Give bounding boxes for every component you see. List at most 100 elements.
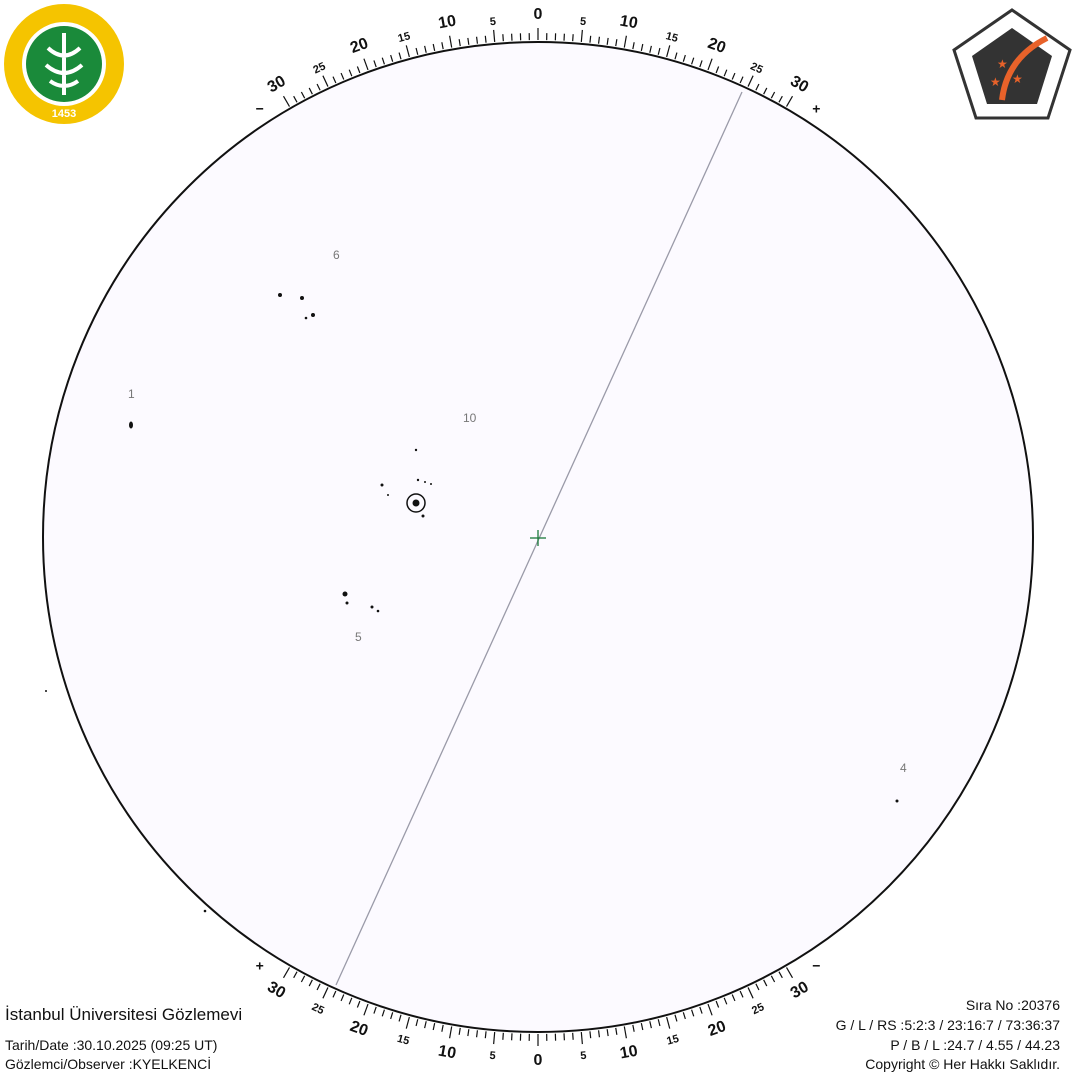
istanbul-university-logo: 1453 <box>4 4 124 124</box>
scale-tick <box>282 967 291 979</box>
scale-sign: + <box>812 100 820 116</box>
scale-tick <box>363 1003 369 1016</box>
scale-tick <box>763 979 768 987</box>
scale-tick <box>332 76 337 84</box>
scale-label: 0 <box>534 6 543 23</box>
sequence-number: Sıra No :20376 <box>965 997 1060 1013</box>
scale-tick <box>597 1030 601 1038</box>
scale-tick <box>415 47 419 55</box>
scale-tick <box>415 1019 419 1027</box>
scale-tick <box>348 997 353 1005</box>
copyright: Copyright © Her Hakkı Saklıdır. <box>865 1056 1060 1072</box>
scale-tick <box>674 1014 678 1022</box>
scale-tick <box>432 1023 436 1031</box>
scale-label: 0 <box>534 1052 543 1069</box>
scale-tick <box>441 42 444 50</box>
scale-tick <box>715 1000 720 1008</box>
scale-tick <box>405 1016 410 1029</box>
scale-label: 30 <box>264 979 288 1003</box>
scale-tick <box>666 45 671 58</box>
group-label: 4 <box>900 761 907 775</box>
center-cross-icon <box>530 530 546 546</box>
scale-tick <box>424 45 427 53</box>
scale-tick <box>484 1031 487 1039</box>
scale-label: 5 <box>579 16 586 28</box>
scale-tick <box>674 52 678 60</box>
scale-tick <box>747 987 754 999</box>
scale-tick <box>398 1014 402 1022</box>
scale-tick <box>755 983 760 991</box>
scale-tick <box>731 994 736 1002</box>
scale-tick <box>356 1000 361 1008</box>
scale-tick <box>467 37 470 45</box>
scale-tick <box>441 1024 444 1032</box>
scale-tick <box>699 1006 703 1014</box>
scale-tick <box>405 45 410 58</box>
scale-tick <box>432 43 436 51</box>
scale-tick <box>739 990 744 998</box>
scale-tick <box>763 87 768 95</box>
scale-label: 25 <box>750 1001 766 1017</box>
scale-label: 15 <box>397 30 412 45</box>
scale-label: 20 <box>706 1018 729 1040</box>
scale-tick <box>589 1031 592 1039</box>
svg-text:★: ★ <box>1012 72 1023 86</box>
scale-label: 30 <box>788 979 812 1003</box>
scale-tick <box>381 57 385 65</box>
scale-tick <box>623 35 627 48</box>
scale-tick <box>597 36 601 44</box>
scale-label: 5 <box>489 1050 496 1062</box>
scale-tick <box>785 967 794 979</box>
scale-tick <box>308 87 313 95</box>
scale-tick <box>467 1029 470 1037</box>
group-label: 10 <box>463 411 477 425</box>
scale-tick <box>381 1009 385 1017</box>
scale-sign: + <box>256 958 264 974</box>
scale-tick <box>373 60 377 68</box>
scale-tick <box>747 75 754 87</box>
scale-tick <box>606 37 609 45</box>
scale-tick <box>493 29 496 42</box>
scale-tick <box>373 1006 377 1014</box>
scale-tick <box>723 997 728 1005</box>
scale-tick <box>449 35 453 48</box>
scale-sign: − <box>812 958 820 974</box>
solar-coordinates: P / B / L :24.7 / 4.55 / 44.23 <box>890 1037 1060 1053</box>
scale-tick <box>623 1026 627 1039</box>
scale-tick <box>707 58 713 71</box>
scale-tick <box>424 1021 427 1029</box>
scale-tick <box>682 1012 686 1020</box>
scale-tick <box>475 1030 479 1038</box>
scale-tick <box>356 66 361 74</box>
scale-tick <box>755 83 760 91</box>
sunspots <box>45 293 899 913</box>
group-label: 6 <box>333 248 340 262</box>
scale-tick <box>657 47 661 55</box>
scale-tick <box>682 54 686 62</box>
scale-tick <box>723 69 728 77</box>
scale-tick <box>615 1027 618 1035</box>
scale-sign: − <box>256 100 264 116</box>
scale-tick <box>390 54 394 62</box>
scale-label: 10 <box>437 13 458 33</box>
svg-text:1453: 1453 <box>52 108 76 120</box>
scale-tick <box>699 60 703 68</box>
scale-tick <box>770 975 776 983</box>
scale-tick <box>606 1029 609 1037</box>
scale-tick <box>340 72 345 80</box>
group-label: 1 <box>128 387 135 401</box>
scale-tick <box>770 91 776 99</box>
scale-tick <box>778 95 783 103</box>
scale-label: 10 <box>437 1043 458 1063</box>
scale-tick <box>308 979 313 987</box>
scale-tick <box>707 1003 713 1016</box>
scale-tick <box>484 35 487 43</box>
scale-tick <box>322 987 329 999</box>
scale-tick <box>640 1023 644 1031</box>
scale-tick <box>322 75 329 87</box>
scale-tick <box>282 95 291 107</box>
scale-label: 10 <box>618 13 639 33</box>
scale-tick <box>390 1012 394 1020</box>
scale-label: 30 <box>265 73 289 97</box>
